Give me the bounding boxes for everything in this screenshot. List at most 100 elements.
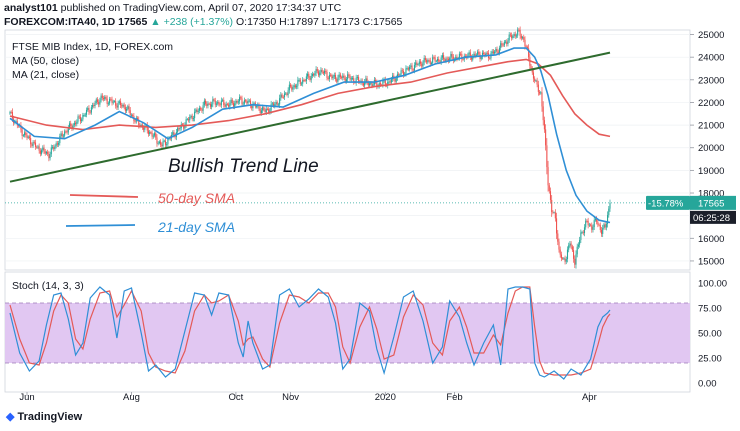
candle-body [230,99,232,104]
candle-body [398,74,400,76]
candle-body [322,71,324,74]
publisher-name[interactable]: analyst101 [4,2,58,14]
candle-body [570,243,572,247]
candle-body [196,109,198,112]
candle-body [320,69,322,73]
candle-body [563,258,565,260]
legend-ma50[interactable]: MA (50, close) [12,55,80,67]
candle-body [365,78,367,82]
candle-body [405,68,407,74]
candle-body [515,35,518,37]
stoch-tick-label: 25.00 [698,354,722,365]
candle-body [587,220,589,226]
candle-body [9,111,11,114]
candle-body [530,65,532,69]
candle-body [102,97,105,100]
candle-body [569,243,571,246]
stoch-tick-label: 0.00 [698,379,717,390]
candle-body [39,150,41,154]
candle-body [394,78,396,82]
candle-body [228,104,230,107]
candle-body [197,110,199,112]
candle-body [371,83,373,87]
candle-body [344,77,346,82]
candle-body [84,114,86,116]
trend-line-annotation: Bullish Trend Line [168,156,319,177]
candle-body [263,107,265,110]
candle-body [583,227,586,234]
candle-body [245,100,247,102]
candle-body [421,63,423,67]
candle-body [83,115,85,116]
candle-body [571,246,573,251]
candle-body [240,97,242,99]
candle-body [144,126,146,130]
candle-body [87,108,89,110]
candle-body [43,147,45,152]
candle-body [104,96,106,100]
candle-body [523,37,525,40]
candle-body [528,48,530,58]
candle-body [596,218,598,222]
candle-body [491,51,493,54]
brand-name: TradingView [17,411,83,423]
candle-body [157,143,159,144]
time-tick-label: Apr [582,392,597,403]
candle-body [435,60,437,62]
candle-body [366,78,368,83]
candle-body [524,39,526,47]
candle-body [410,65,412,67]
candle-body [271,103,273,105]
candle-body [274,104,276,107]
candle-body [456,56,458,59]
candle-body [109,98,111,104]
candle-body [559,249,561,255]
candle-body [531,68,533,73]
candle-body [239,97,241,102]
candle-body [17,125,20,127]
candle-body [27,136,29,138]
legend-ma21[interactable]: MA (21, close) [12,69,80,81]
candle-body [281,94,283,98]
candle-body [441,55,443,58]
candle-body [514,34,516,37]
candle-body [116,105,118,108]
candle-body [424,58,426,61]
candle-body [376,81,378,87]
candle-body [406,68,408,69]
candle-body [474,53,476,56]
candle-body [574,258,576,265]
candle-body [349,75,351,80]
price-tick-label: 23000 [698,75,724,86]
candle-body [286,93,288,95]
candle-body [276,102,278,105]
candle-body [107,103,109,105]
candle-body [96,99,98,102]
symbol-label: FOREXCOM:ITA40, 1D [4,16,116,28]
candle-body [460,53,462,55]
publish-info: analyst101 published on TradingView.com,… [4,2,341,14]
candle-body [54,146,56,150]
candle-body [338,74,340,78]
candle-body [59,136,61,144]
candle-body [368,83,371,86]
stoch-legend[interactable]: Stoch (14, 3, 3) [12,280,84,292]
footer-brand[interactable]: ◆ TradingView [6,410,82,423]
candle-body [90,107,92,113]
candle-body [203,100,205,106]
price-tick-label: 19000 [698,166,724,177]
candle-body [330,74,332,76]
candle-body [177,128,179,132]
sma50-annotation: 50-day SMA [158,190,236,206]
candle-body [208,103,210,105]
candle-body [129,110,131,115]
candle-body [70,123,72,127]
sma50-swatch [69,194,139,198]
candle-body [24,132,26,136]
candle-body [155,133,157,138]
candle-body [382,80,384,85]
candle-body [558,241,560,250]
candle-body [76,121,78,125]
candle-body [172,132,174,135]
